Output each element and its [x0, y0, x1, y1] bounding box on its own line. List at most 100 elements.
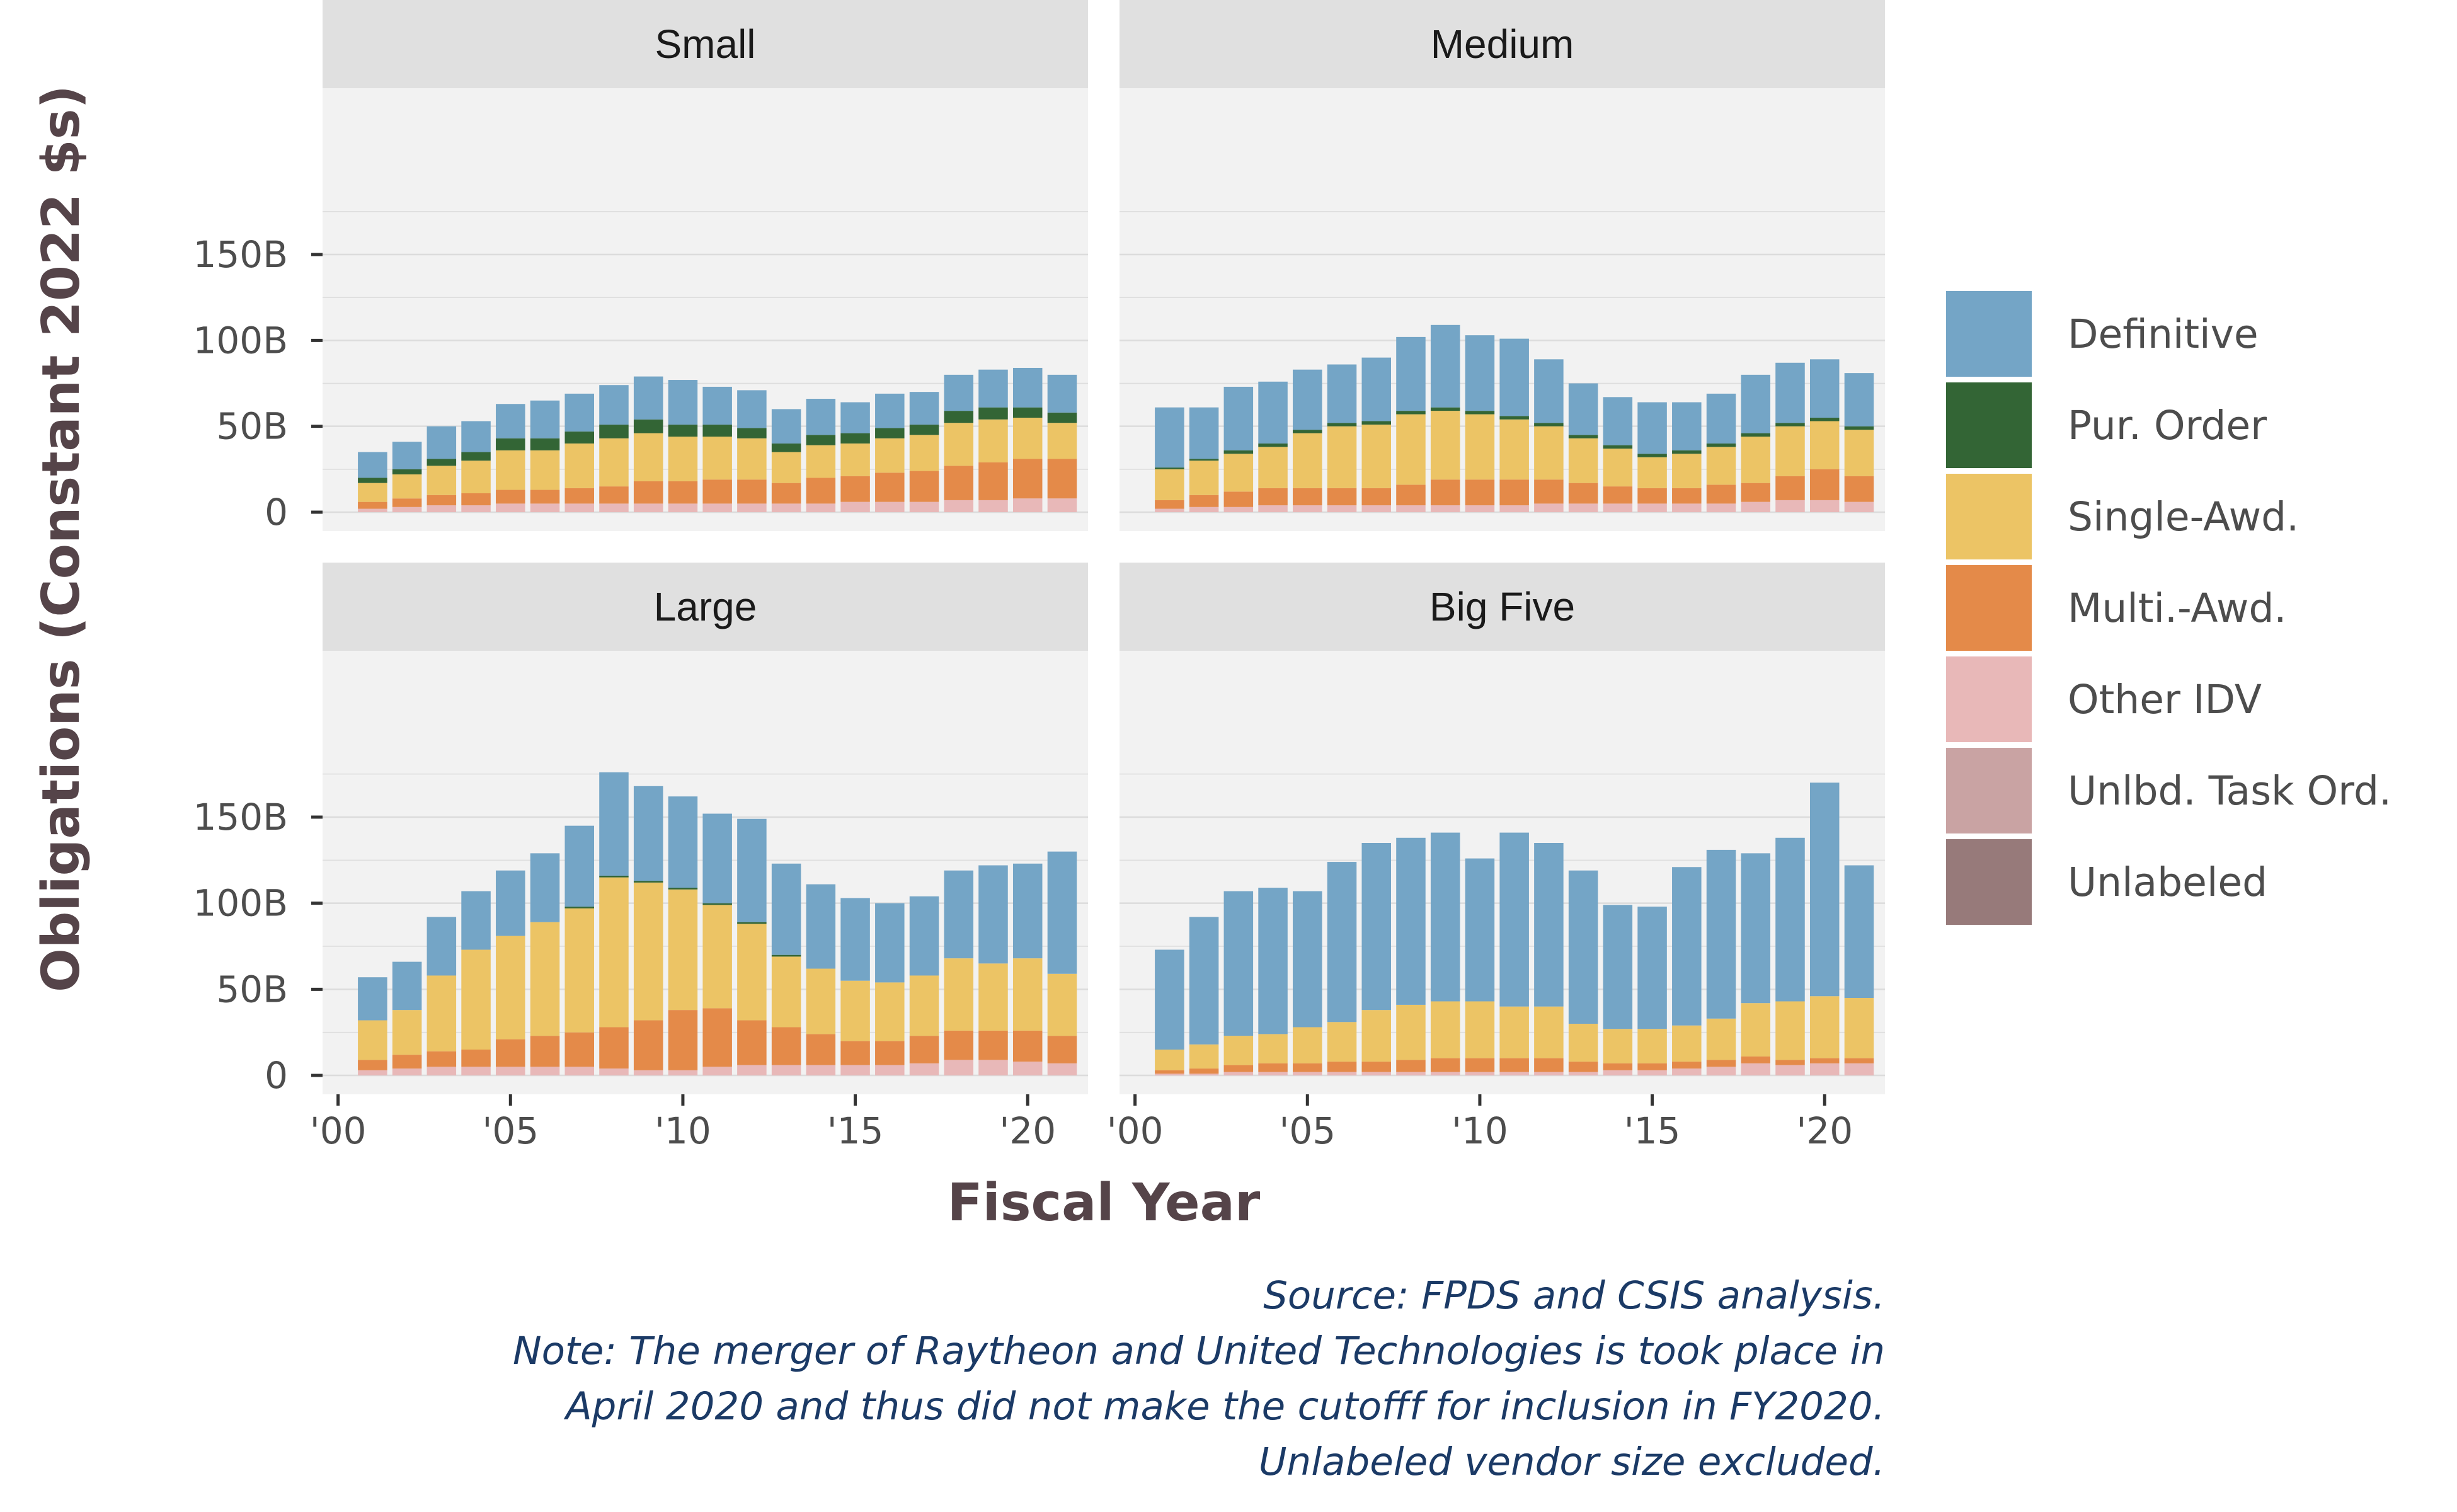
bar-other-idv-2002	[392, 1068, 422, 1075]
bar-definitive-2005	[1293, 891, 1322, 1028]
bar-single-awd-2002	[392, 474, 422, 499]
y-tick-label: 50B	[216, 968, 288, 1011]
bar-pur-order-2015	[1637, 454, 1667, 457]
bar-pur-order-2010	[1465, 411, 1495, 415]
bar-other-idv-2002	[392, 507, 422, 512]
bar-definitive-2005	[1293, 369, 1322, 430]
bar-multi-awd-2005	[1293, 1063, 1322, 1072]
strip-large	[323, 563, 1088, 651]
bar-multi-awd-2005	[1293, 488, 1322, 506]
bar-multi-awd-2020	[1012, 459, 1043, 499]
bar-multi-awd-2002	[1189, 1068, 1219, 1074]
bar-single-awd-2013	[1568, 438, 1598, 483]
bar-other-idv-2019	[978, 1060, 1008, 1075]
legend-label-multi-awd: Multi.-Awd.	[2068, 585, 2286, 631]
bar-multi-awd-2009	[633, 1020, 663, 1070]
bar-single-awd-2020	[1012, 418, 1043, 459]
bar-multi-awd-2011	[1499, 479, 1529, 506]
bar-definitive-2020	[1809, 359, 1840, 418]
bar-pur-order-2001	[1155, 467, 1184, 469]
bar-multi-awd-2020	[1809, 469, 1840, 500]
bar-single-awd-2019	[978, 419, 1008, 462]
bar-definitive-2015	[1637, 402, 1667, 454]
bar-other-idv-2006	[1327, 505, 1357, 512]
bar-single-awd-2004	[1258, 1034, 1288, 1063]
legend-key-single-awd	[1944, 471, 2034, 562]
bar-multi-awd-2011	[702, 1008, 732, 1067]
bar-definitive-2015	[840, 402, 870, 433]
bar-single-awd-2021	[1844, 998, 1874, 1058]
bar-pur-order-2011	[702, 424, 732, 437]
strip-title-medium: Medium	[1431, 21, 1574, 67]
bar-single-awd-2018	[944, 958, 974, 1031]
bar-definitive-2014	[1603, 397, 1633, 445]
legend-label-other-idv: Other IDV	[2068, 677, 2262, 723]
bar-pur-order-2009	[1430, 407, 1460, 411]
bar-pur-order-2010	[668, 888, 698, 890]
bar-definitive-2004	[1258, 888, 1288, 1034]
caption: Source: FPDS and CSIS analysis. Note: Th…	[513, 1273, 1885, 1484]
bar-pur-order-2008	[1396, 411, 1426, 415]
bar-multi-awd-2014	[806, 1034, 836, 1065]
bar-other-idv-2018	[1741, 501, 1771, 512]
legend-label-definitive: Definitive	[2068, 311, 2259, 357]
bar-definitive-2012	[737, 390, 767, 428]
caption-line-note-3: Unlabeled vendor size excluded.	[1259, 1440, 1885, 1484]
bar-other-idv-2007	[564, 503, 594, 512]
bar-definitive-2005	[496, 404, 525, 438]
bar-pur-order-2002	[392, 469, 422, 475]
bar-multi-awd-2020	[1012, 1030, 1043, 1062]
bar-single-awd-2007	[1361, 424, 1391, 488]
bar-definitive-2008	[599, 772, 629, 876]
bar-other-idv-2019	[1775, 500, 1805, 512]
bar-other-idv-2013	[1568, 503, 1598, 512]
bar-other-idv-2009	[1430, 505, 1460, 512]
bar-pur-order-2017	[909, 424, 939, 435]
bar-definitive-2013	[1568, 870, 1598, 1024]
bar-multi-awd-2016	[1672, 488, 1702, 504]
strip-big-five	[1120, 563, 1885, 651]
y-tick-label: 150B	[193, 796, 289, 839]
legend-key-pur-order	[1944, 380, 2034, 471]
bar-pur-order-2001	[358, 478, 387, 483]
bar-definitive-2011	[702, 813, 732, 903]
bar-definitive-2010	[668, 796, 698, 888]
bar-multi-awd-2010	[668, 1010, 698, 1070]
bar-definitive-2006	[530, 400, 560, 438]
legend-key-unlbd-task-ord	[1944, 745, 2034, 836]
bar-pur-order-2007	[564, 907, 594, 908]
bar-single-awd-2014	[1603, 1029, 1633, 1063]
legend-key-multi-awd	[1944, 563, 2034, 653]
bar-pur-order-2014	[1603, 445, 1633, 449]
bar-definitive-2009	[1430, 324, 1460, 408]
bar-other-idv-2018	[944, 500, 974, 512]
bar-other-idv-2004	[1258, 505, 1288, 512]
bar-multi-awd-2009	[633, 481, 663, 504]
bar-multi-awd-2014	[806, 478, 836, 504]
bar-other-idv-2015	[840, 501, 870, 512]
x-tick-label: '15	[827, 1109, 884, 1152]
bar-other-idv-2007	[1361, 505, 1391, 512]
bar-definitive-2012	[1534, 843, 1564, 1007]
bar-single-awd-2012	[737, 438, 767, 480]
bar-other-idv-2020	[1809, 500, 1840, 512]
bar-single-awd-2008	[1396, 1004, 1426, 1060]
bar-single-awd-2021	[1844, 430, 1874, 476]
bar-other-idv-2005	[1293, 505, 1322, 512]
bar-multi-awd-2014	[1603, 486, 1633, 504]
bar-definitive-2018	[1741, 374, 1771, 433]
bar-multi-awd-2010	[1465, 1058, 1495, 1072]
bar-multi-awd-2005	[496, 490, 525, 504]
bar-other-idv-2014	[1603, 1070, 1633, 1075]
bar-definitive-2009	[1430, 832, 1460, 1002]
bar-definitive-2017	[1706, 393, 1736, 444]
bar-multi-awd-2018	[1741, 483, 1771, 502]
bar-other-idv-2012	[1534, 1072, 1564, 1075]
bar-other-idv-2015	[1637, 1070, 1667, 1075]
strip-title-big-five: Big Five	[1429, 584, 1575, 629]
bar-definitive-2009	[633, 376, 663, 420]
bar-single-awd-2010	[1465, 414, 1495, 480]
bar-single-awd-2013	[771, 452, 801, 483]
bar-pur-order-2016	[1672, 450, 1702, 454]
bar-definitive-2019	[978, 369, 1008, 408]
